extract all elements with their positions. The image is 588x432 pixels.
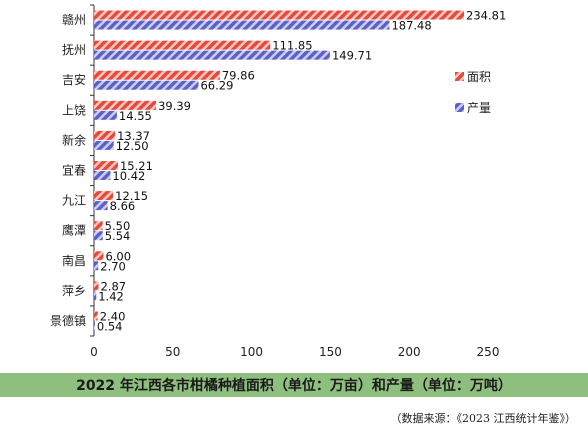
- bar-area: [94, 161, 118, 170]
- category-label: 南昌: [62, 253, 86, 268]
- bar-area: [94, 130, 116, 140]
- data-label: 39.39: [158, 99, 191, 113]
- category-label: 萍乡: [62, 284, 86, 298]
- data-label: 14.55: [119, 109, 152, 123]
- category-label: 景德镇: [50, 313, 86, 328]
- x-tick-label: 100: [240, 345, 263, 359]
- bar-area: [94, 100, 157, 110]
- category-label: 新余: [62, 132, 86, 147]
- caption-bar: 2022 年江西各市柑橘种植面积（单位：万亩）和产量（单位：万吨）: [0, 373, 588, 397]
- bar-output: [94, 50, 330, 60]
- category-label: 赣州: [62, 13, 86, 27]
- bar-output: [94, 140, 114, 150]
- data-label: 6.00: [105, 249, 131, 263]
- x-tick-label: 150: [319, 345, 342, 359]
- legend-swatch: [455, 103, 464, 112]
- bar-output: [94, 291, 97, 301]
- legend-label: 面积: [467, 70, 491, 84]
- bar-output: [94, 171, 111, 180]
- data-label: 149.71: [332, 49, 372, 63]
- data-label: 66.29: [200, 79, 233, 93]
- data-label: 79.86: [222, 69, 255, 83]
- bar-area: [94, 251, 104, 261]
- bar-output: [94, 80, 199, 90]
- category-label: 吉安: [62, 72, 86, 87]
- bar-output: [94, 231, 103, 241]
- data-label: 13.37: [117, 129, 150, 143]
- data-label: 12.50: [116, 139, 149, 153]
- bar-output: [94, 201, 108, 211]
- bar-area: [94, 281, 99, 291]
- category-label: 抚州: [62, 43, 86, 57]
- bar-output: [94, 110, 117, 120]
- x-tick-label: 250: [477, 345, 500, 359]
- data-label: 234.81: [466, 9, 506, 23]
- data-label: 111.85: [272, 39, 312, 53]
- data-label: 8.66: [110, 199, 136, 213]
- x-tick-label: 0: [90, 345, 98, 359]
- bar-output: [94, 321, 95, 331]
- bar-output: [94, 261, 99, 271]
- data-label: 187.48: [391, 19, 431, 33]
- category-label: 上饶: [62, 103, 86, 117]
- data-label: 0.54: [97, 319, 123, 333]
- bar-area: [94, 191, 114, 201]
- data-label: 15.21: [120, 159, 153, 173]
- bar-output: [94, 20, 390, 30]
- legend-label: 产量: [467, 101, 491, 115]
- bar-area: [94, 10, 465, 20]
- data-label: 10.42: [112, 169, 145, 183]
- bar-area: [94, 311, 98, 321]
- legend-swatch: [455, 72, 464, 81]
- bar-area: [94, 70, 220, 80]
- data-label: 1.42: [98, 289, 124, 303]
- category-label: 宜春: [62, 163, 86, 178]
- data-label: 2.40: [100, 309, 126, 323]
- x-tick-label: 50: [165, 345, 180, 359]
- data-label: 5.54: [105, 229, 131, 243]
- x-tick-label: 200: [398, 345, 421, 359]
- data-label: 12.15: [115, 189, 148, 203]
- bar-area: [94, 221, 103, 231]
- data-source-note: （数据来源：《2023 江西统计年鉴》）: [390, 412, 577, 425]
- data-label: 2.70: [100, 259, 126, 273]
- bar-area: [94, 40, 271, 50]
- data-label: 5.50: [105, 219, 131, 233]
- category-label: 鹰潭: [62, 223, 86, 238]
- chart-caption: 2022 年江西各市柑橘种植面积（单位：万亩）和产量（单位：万吨）: [76, 378, 512, 394]
- bar-chart: 赣州 234.81 187.48 抚州 111.85 149.71 吉安 79.8666.29…: [50, 4, 506, 359]
- data-label: 2.87: [101, 279, 127, 293]
- category-label: 九江: [62, 194, 86, 208]
